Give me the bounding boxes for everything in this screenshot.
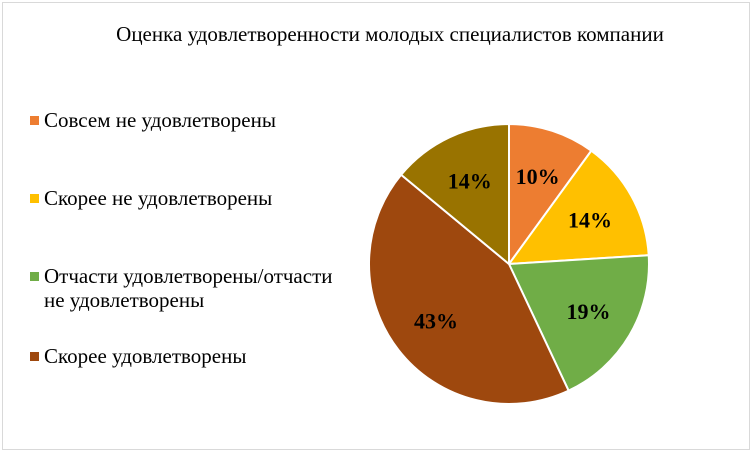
chart-title: Оценка удовлетворенности молодых специал… <box>116 22 664 46</box>
pie-data-label-1: 10% <box>516 164 560 189</box>
pie-data-label-2: 14% <box>568 208 612 233</box>
pie-slice-2 <box>506 149 650 266</box>
pie-data-label-3: 19% <box>567 299 611 324</box>
pie-data-label-5: 14% <box>448 168 492 193</box>
pie-data-label-4: 43% <box>414 309 458 334</box>
pie-slice-1 <box>508 122 593 268</box>
pie-slice-4 <box>367 173 570 405</box>
pie-slice-5 <box>399 122 510 267</box>
pie-slice-3 <box>507 254 650 393</box>
